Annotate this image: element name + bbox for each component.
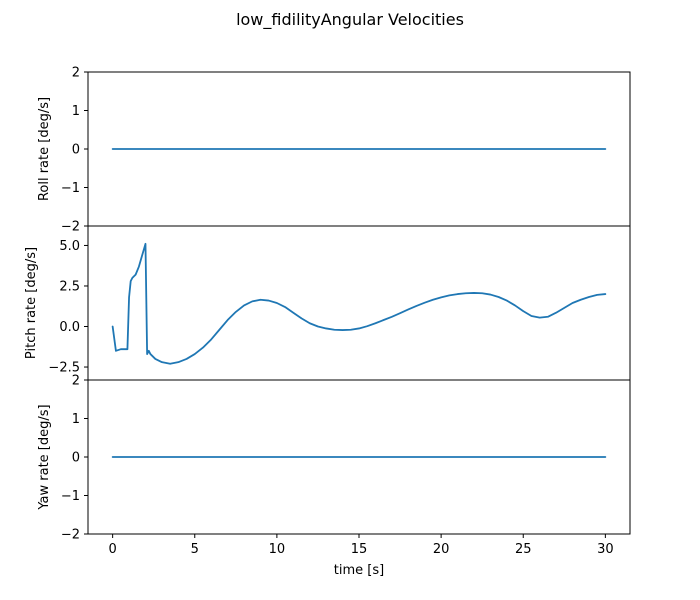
yaw-rate-ytick-label: −2 (61, 528, 80, 543)
roll-rate-ytick-label: 2 (72, 66, 80, 81)
time-xtick-label: 10 (269, 542, 286, 557)
pitch-rate-ytick-label: 2.5 (59, 279, 80, 294)
time-xtick-label: 20 (433, 542, 450, 557)
roll-rate-ytick-label: −1 (61, 181, 80, 196)
figure-title: low_fidilityAngular Velocities (236, 10, 464, 30)
pitch-rate-ylabel: Pitch rate [deg/s] (24, 247, 39, 359)
yaw-rate-ytick-label: 2 (72, 374, 80, 389)
x-axis-label: time [s] (334, 563, 384, 578)
yaw-rate-yticks: −2 −1 0 1 2 (61, 374, 88, 543)
roll-rate-yticks: −2 −1 0 1 2 (61, 66, 88, 235)
time-xtick-label: 0 (108, 542, 116, 557)
time-xtick-label: 5 (191, 542, 199, 557)
pitch-rate-panel: −2.5 0.0 2.5 5.0 Pitch rate [deg/s] (24, 225, 631, 381)
roll-rate-ylabel: Roll rate [deg/s] (37, 97, 52, 201)
yaw-rate-ytick-label: 1 (72, 412, 80, 427)
yaw-rate-ylabel: Yaw rate [deg/s] (37, 404, 52, 510)
pitch-rate-ytick-label: 5.0 (59, 239, 80, 254)
roll-rate-ytick-label: −2 (61, 220, 80, 235)
pitch-rate-ytick-label: −2.5 (48, 361, 80, 376)
yaw-rate-ytick-label: 0 (72, 451, 80, 466)
time-xtick-label: 30 (597, 542, 614, 557)
pitch-rate-series (111, 242, 607, 365)
pitch-rate-ytick-label: 0.0 (59, 320, 80, 335)
time-xtick-label: 25 (515, 542, 532, 557)
roll-rate-panel: −2 −1 0 1 2 Roll rate [deg/s] (37, 66, 631, 235)
yaw-rate-ytick-label: −1 (61, 489, 80, 504)
pitch-rate-frame (87, 225, 631, 381)
roll-rate-ytick-label: 1 (72, 104, 80, 119)
pitch-rate-yticks: −2.5 0.0 2.5 5.0 (48, 239, 88, 376)
time-xtick-label: 15 (351, 542, 368, 557)
roll-rate-ytick-label: 0 (72, 143, 80, 158)
yaw-rate-panel: −2 −1 0 1 2 Yaw rate [deg/s] (37, 374, 631, 543)
time-xticks: 0 5 10 15 20 25 30 (108, 534, 614, 557)
